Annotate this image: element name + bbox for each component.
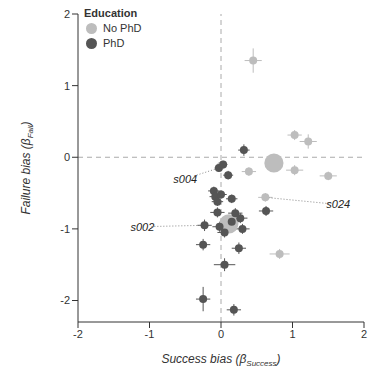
svg-text:-1: -1 [60, 223, 70, 235]
html-text:PhD: PhD [103, 37, 125, 49]
svg-text:0: 0 [218, 328, 224, 340]
svg-text:s024: s024 [326, 198, 350, 210]
svg-text:1: 1 [289, 328, 295, 340]
svg-text:-1: -1 [145, 328, 155, 340]
svg-text:0: 0 [64, 151, 70, 163]
svg-text:1: 1 [64, 80, 70, 92]
svg-text:s002: s002 [130, 221, 154, 233]
html-text:No PhD: No PhD [103, 22, 142, 34]
svg-text:-2: -2 [60, 294, 70, 306]
svg-text:2: 2 [64, 8, 70, 20]
html-text:Education: Education [84, 7, 138, 19]
svg-text:s004: s004 [173, 173, 197, 185]
svg-text:Failure bias (βFail): Failure bias (βFail) [19, 121, 35, 214]
svg-text:-2: -2 [73, 328, 83, 340]
svg-text:Success bias (βSuccess): Success bias (βSuccess) [161, 352, 280, 368]
